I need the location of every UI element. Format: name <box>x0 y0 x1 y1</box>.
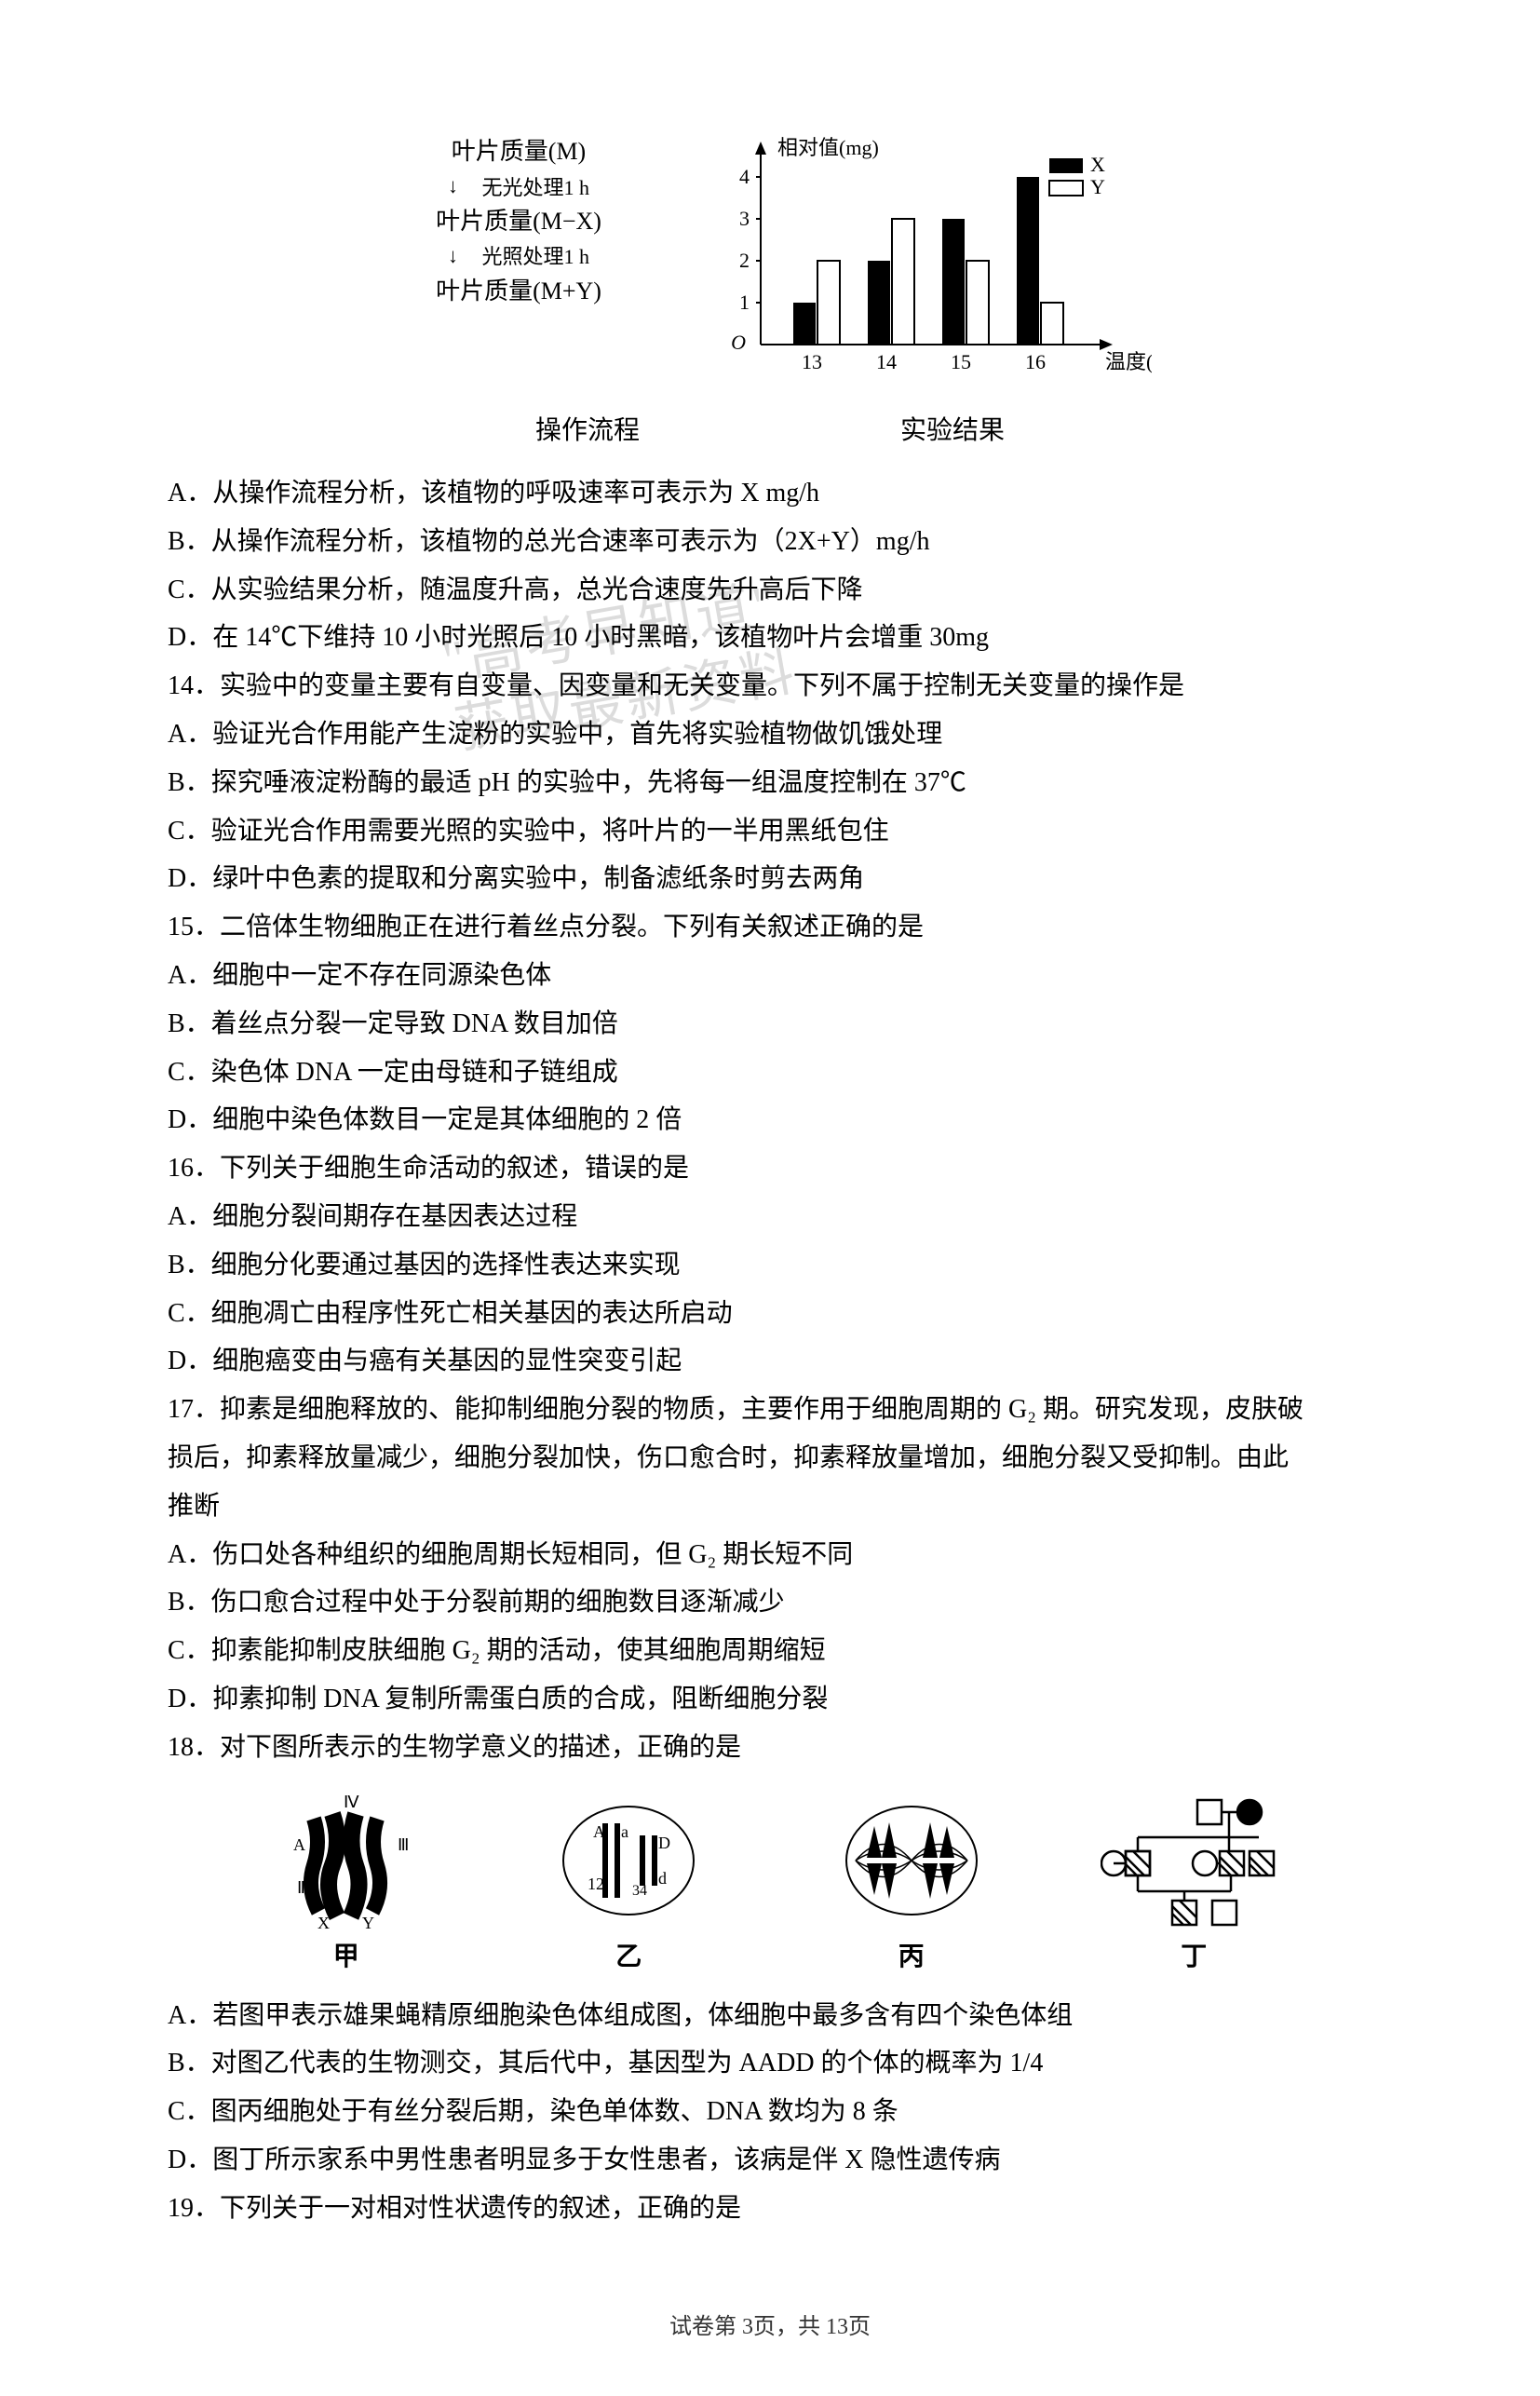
svg-text:3: 3 <box>739 207 750 230</box>
q13-b: B．从操作流程分析，该植物的总光合速率可表示为（2X+Y）mg/h <box>168 518 1372 566</box>
svg-text:O: O <box>731 331 746 354</box>
fig-bing: 丙 <box>809 1791 1014 1973</box>
questions: A．从操作流程分析，该植物的呼吸速率可表示为 X mg/h B．从操作流程分析，… <box>168 469 1372 1772</box>
svg-text:13: 13 <box>802 350 822 373</box>
svg-text:14: 14 <box>876 350 897 373</box>
q13-d: D．在 14℃下维持 10 小时光照后 10 小时黑暗，该植物叶片会增重 30m… <box>168 614 1372 662</box>
questions-cont: A．若图甲表示雄果蝇精原细胞染色体组成图，体细胞中最多含有四个染色体组 B．对图… <box>168 1992 1372 2233</box>
q17-stem2: 损后，抑素释放量减少，细胞分裂加快，伤口愈合时，抑素释放量增加，细胞分裂又受抑制… <box>168 1434 1372 1482</box>
q16-c: C．细胞凋亡由程序性死亡相关基因的表达所启动 <box>168 1290 1372 1338</box>
q17-c: C．抑素能抑制皮肤细胞 G₂ 期的活动，使其细胞周期缩短 <box>168 1627 1372 1675</box>
svg-text:温度(℃): 温度(℃) <box>1105 350 1152 373</box>
chart-caption: 实验结果 <box>900 410 1005 447</box>
q17-b: B．伤口愈合过程中处于分裂前期的细胞数目逐渐减少 <box>168 1578 1372 1627</box>
bar-chart: O 1 2 3 4 相对值(mg) 13 14 15 16 温度(℃) <box>705 130 1152 391</box>
svg-text:a: a <box>621 1822 628 1841</box>
q14-a: A．验证光合作用能产生淀粉的实验中，首先将实验植物做饥饿处理 <box>168 711 1372 759</box>
flow-arrow-1: ↓ 无光处理1 h <box>388 174 649 200</box>
q17-stem1: 17．抑素是细胞释放的、能抑制细胞分裂的物质，主要作用于细胞周期的 G₂ 期。研… <box>168 1386 1372 1434</box>
q17-d: D．抑素抑制 DNA 复制所需蛋白质的合成，阻断细胞分裂 <box>168 1675 1372 1724</box>
q15-c: C．染色体 DNA 一定由母链和子链组成 <box>168 1049 1372 1097</box>
q16-d: D．细胞癌变由与癌有关基因的显性突变引起 <box>168 1337 1372 1386</box>
top-figure-area: 叶片质量(M) ↓ 无光处理1 h 叶片质量(M−X) ↓ 光照处理1 h 叶片… <box>168 130 1372 391</box>
q15-stem: 15．二倍体生物细胞正在进行着丝点分裂。下列有关叙述正确的是 <box>168 903 1372 952</box>
q14-b: B．探究唾液淀粉酶的最适 pH 的实验中，先将每一组温度控制在 37℃ <box>168 759 1372 807</box>
q13-a: A．从操作流程分析，该植物的呼吸速率可表示为 X mg/h <box>168 469 1372 518</box>
q14-d: D．绿叶中色素的提取和分离实验中，制备滤纸条时剪去两角 <box>168 855 1372 903</box>
svg-text:Ⅳ: Ⅳ <box>344 1793 359 1811</box>
figure-captions: 操作流程 实验结果 <box>168 410 1372 447</box>
flowchart: 叶片质量(M) ↓ 无光处理1 h 叶片质量(M−X) ↓ 光照处理1 h 叶片… <box>388 130 649 391</box>
svg-text:X: X <box>317 1914 330 1930</box>
svg-text:相对值(mg): 相对值(mg) <box>777 136 879 159</box>
q13-c: C．从实验结果分析，随温度升高，总光合速度先升高后下降 <box>168 566 1372 615</box>
svg-text:1: 1 <box>739 291 750 314</box>
flow-arrow-2: ↓ 光照处理1 h <box>388 244 649 270</box>
svg-text:D: D <box>658 1834 670 1852</box>
flow-step2: 叶片质量(M−X) <box>388 200 649 244</box>
q15-b: B．着丝点分裂一定导致 DNA 数目加倍 <box>168 1000 1372 1049</box>
fig-label-ding: 丁 <box>1091 1936 1296 1973</box>
q16-stem: 16．下列关于细胞生命活动的叙述，错误的是 <box>168 1144 1372 1193</box>
page-footer: 试卷第 3页，共 13页 <box>168 2308 1372 2340</box>
q18-d: D．图丁所示家系中男性患者明显多于女性患者，该病是伴 X 隐性遗传病 <box>168 2136 1372 2185</box>
q18-a: A．若图甲表示雄果蝇精原细胞染色体组成图，体细胞中最多含有四个染色体组 <box>168 1992 1372 2040</box>
q16-a: A．细胞分裂间期存在基因表达过程 <box>168 1193 1372 1241</box>
flowchart-caption: 操作流程 <box>535 410 640 447</box>
flow-step3: 叶片质量(M+Y) <box>388 270 649 314</box>
svg-text:d: d <box>658 1869 667 1888</box>
svg-text:Y: Y <box>362 1914 374 1930</box>
fig-label-yi: 乙 <box>526 1936 731 1973</box>
svg-text:A: A <box>293 1835 305 1854</box>
q18-b: B．对图乙代表的生物测交，其后代中，基因型为 AADD 的个体的概率为 1/4 <box>168 2039 1372 2088</box>
q18-c: C．图丙细胞处于有丝分裂后期，染色单体数、DNA 数均为 8 条 <box>168 2088 1372 2136</box>
q14-c: C．验证光合作用需要光照的实验中，将叶片的一半用黑纸包住 <box>168 807 1372 856</box>
q17-stem3: 推断 <box>168 1482 1372 1531</box>
svg-text:X: X <box>1090 153 1105 176</box>
fig-label-jia: 甲 <box>244 1936 449 1973</box>
svg-text:12: 12 <box>588 1875 604 1893</box>
q14-stem: 14．实验中的变量主要有自变量、因变量和无关变量。下列不属于控制无关变量的操作是 <box>168 662 1372 711</box>
svg-text:Y: Y <box>1090 175 1105 198</box>
fig-jia: A Ⅲ Ⅱ Ⅳ X Y 甲 <box>244 1791 449 1973</box>
flow-step1: 叶片质量(M) <box>388 130 649 174</box>
svg-text:34: 34 <box>632 1883 647 1899</box>
q17-a: A．伤口处各种组织的细胞周期长短相同，但 G₂ 期长短不同 <box>168 1531 1372 1579</box>
fig-ding: 丁 <box>1091 1791 1296 1973</box>
fig-label-bing: 丙 <box>809 1936 1014 1973</box>
q18-figures: A Ⅲ Ⅱ Ⅳ X Y 甲 A a 12 D d 34 <box>205 1791 1335 1973</box>
q15-d: D．细胞中染色体数目一定是其体细胞的 2 倍 <box>168 1096 1372 1144</box>
q15-a: A．细胞中一定不存在同源染色体 <box>168 952 1372 1000</box>
svg-text:Ⅱ: Ⅱ <box>297 1878 305 1897</box>
q18-stem: 18．对下图所表示的生物学意义的描述，正确的是 <box>168 1724 1372 1772</box>
q19-stem: 19．下列关于一对相对性状遗传的叙述，正确的是 <box>168 2185 1372 2233</box>
svg-text:16: 16 <box>1025 350 1046 373</box>
svg-text:2: 2 <box>739 249 750 272</box>
q16-b: B．细胞分化要通过基因的选择性表达来实现 <box>168 1241 1372 1290</box>
svg-text:Ⅲ: Ⅲ <box>398 1835 409 1854</box>
svg-text:15: 15 <box>951 350 971 373</box>
fig-yi: A a 12 D d 34 乙 <box>526 1791 731 1973</box>
svg-text:A: A <box>593 1822 605 1841</box>
svg-text:4: 4 <box>739 165 750 188</box>
